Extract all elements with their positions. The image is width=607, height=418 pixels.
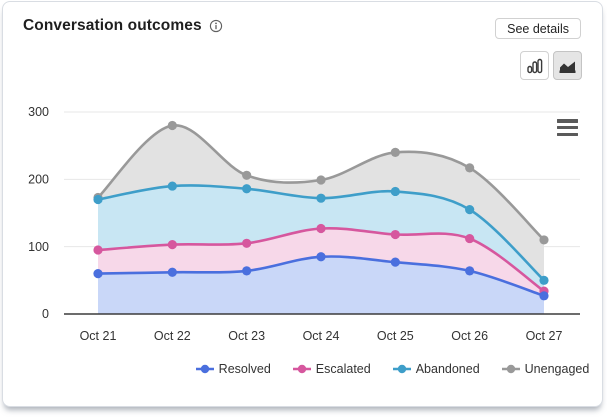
line-resolved (96, 255, 546, 298)
legend-marker-icon (392, 364, 411, 374)
hamburger-menu-icon (557, 119, 578, 123)
point-abandoned (390, 186, 400, 197)
area-unengaged (98, 125, 544, 314)
legend-marker-icon (195, 364, 214, 374)
area-escalated (98, 228, 544, 314)
point-unengaged (167, 120, 177, 131)
point-resolved (316, 252, 326, 262)
point-resolved (242, 266, 252, 276)
point-resolved (167, 267, 177, 277)
point-escalated (167, 240, 177, 250)
point-unengaged (465, 163, 475, 173)
point-unengaged (316, 175, 326, 185)
point-abandoned (242, 184, 252, 194)
y-axis-label: 200 (28, 173, 49, 187)
column-chart-toggle-button[interactable] (520, 51, 549, 80)
y-axis-label: 100 (28, 240, 49, 254)
point-escalated (242, 238, 252, 248)
conversation-outcomes-card: 0 100 200 300 Oct 21 Oct 22 Oct 23 Oct 24 Oct 25… (2, 1, 603, 407)
legend-item-abandoned[interactable]: Abandoned (392, 362, 480, 376)
info-icon[interactable] (209, 19, 223, 33)
page-title: Conversation outcomes (23, 17, 202, 34)
point-unengaged (93, 192, 103, 203)
chart-legend: Resolved Escalated Abandoned Unengaged (93, 362, 607, 376)
area-chart-icon (559, 61, 576, 73)
column-chart-icon (527, 58, 543, 74)
x-axis-label: Oct 21 (80, 329, 117, 343)
see-details-button[interactable]: See details (495, 18, 581, 39)
line-escalated (96, 226, 546, 293)
card-header: Conversation outcomes (23, 17, 223, 35)
x-axis-label: Oct 25 (377, 329, 414, 343)
x-axis-label: Oct 24 (303, 329, 340, 343)
point-escalated (316, 223, 326, 234)
point-unengaged (242, 170, 252, 180)
point-abandoned (316, 193, 326, 203)
x-axis-label: Oct 26 (451, 329, 488, 343)
legend-label: Resolved (218, 362, 271, 376)
legend-marker-icon (501, 364, 520, 374)
legend-label: Abandoned (415, 362, 480, 376)
point-escalated (539, 286, 549, 296)
point-resolved (539, 291, 549, 301)
legend-item-unengaged[interactable]: Unengaged (501, 362, 590, 376)
point-escalated (93, 245, 103, 255)
point-resolved (93, 269, 103, 279)
point-unengaged (539, 235, 549, 245)
x-axis-label: Oct 23 (228, 329, 265, 343)
point-resolved (465, 266, 475, 276)
legend-item-escalated[interactable]: Escalated (292, 362, 371, 376)
point-escalated (465, 233, 475, 244)
y-axis-label: 0 (42, 307, 49, 321)
legend-label: Escalated (315, 362, 371, 376)
chart-type-toolbar (520, 51, 582, 80)
area-resolved (98, 256, 544, 314)
area-abandoned (98, 185, 544, 314)
point-abandoned (93, 194, 103, 205)
legend-item-resolved[interactable]: Resolved (195, 362, 271, 376)
chart-context-menu-button[interactable] (555, 117, 581, 138)
legend-marker-icon (292, 364, 311, 374)
x-axis-label: Oct 27 (526, 329, 563, 343)
point-unengaged (390, 147, 400, 157)
point-abandoned (539, 275, 549, 285)
y-axis-label: 300 (28, 105, 49, 119)
point-escalated (390, 229, 400, 240)
x-axis-label: Oct 22 (154, 329, 191, 343)
line-abandoned (96, 184, 546, 282)
area-chart-toggle-button[interactable] (553, 51, 582, 80)
line-unengaged (96, 124, 546, 242)
point-resolved (390, 257, 400, 267)
point-abandoned (167, 181, 177, 191)
point-abandoned (465, 205, 475, 215)
legend-label: Unengaged (524, 362, 590, 376)
